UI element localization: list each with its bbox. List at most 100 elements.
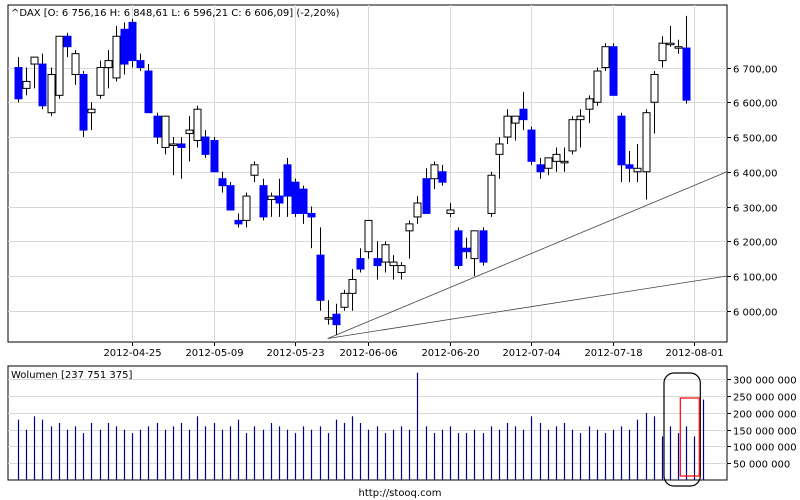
candle-body-up xyxy=(470,230,479,260)
candle-body-down xyxy=(462,247,471,253)
candle xyxy=(454,227,463,270)
candle-body-up xyxy=(267,195,276,201)
candle xyxy=(218,171,227,193)
date-tick-label: 2012-07-18 xyxy=(584,348,642,359)
candle xyxy=(666,25,675,47)
candle xyxy=(430,161,439,190)
candle xyxy=(519,91,528,131)
candle xyxy=(601,43,610,72)
candle-body-up xyxy=(193,108,202,141)
candle-body-up xyxy=(487,174,496,214)
candle xyxy=(633,143,642,183)
candle xyxy=(267,192,276,217)
candle xyxy=(38,53,47,110)
candle xyxy=(389,255,398,280)
volume-chart-title: Wolumen [237 751 375] xyxy=(11,370,132,381)
volume-tick-label: 50 000 000 xyxy=(733,460,790,471)
candle-body-down xyxy=(609,46,618,96)
candle xyxy=(511,115,520,141)
candle xyxy=(340,289,349,311)
volume-tick-label: 300 000 000 xyxy=(733,376,797,387)
candle-body-up xyxy=(47,73,56,114)
candle-body-down xyxy=(201,136,210,155)
candle xyxy=(30,56,39,89)
candle-body-down xyxy=(454,230,463,267)
candle-body-up xyxy=(576,115,585,121)
candle-body-down xyxy=(234,219,243,225)
candle xyxy=(177,137,186,179)
price-tick-label: 6 700,00 xyxy=(733,65,778,76)
candle xyxy=(348,269,357,311)
candle-body-up xyxy=(185,129,194,135)
candle xyxy=(527,126,536,165)
candle-body-down xyxy=(210,139,219,173)
price-tick-label: 6 200,00 xyxy=(733,238,778,249)
candle xyxy=(96,60,105,99)
candle-body-down xyxy=(275,195,284,204)
candle xyxy=(185,116,194,162)
candle xyxy=(609,43,618,96)
price-tick-label: 6 000,00 xyxy=(733,308,778,319)
candle-body-up xyxy=(568,119,577,152)
candle xyxy=(153,112,162,144)
candle-body-down xyxy=(136,60,145,69)
candle-body-down xyxy=(79,73,88,131)
candle-body-up xyxy=(666,42,675,46)
candle xyxy=(193,105,202,148)
price-panel: 6 000,00 6 100,00 6 200,00 6 300,00 6 400,00… xyxy=(7,4,778,359)
candle xyxy=(71,50,80,85)
candle-body-down xyxy=(38,63,47,107)
date-tick-label: 2012-04-25 xyxy=(103,348,161,359)
candle-body-up xyxy=(169,143,178,146)
candle xyxy=(479,227,488,266)
candle xyxy=(226,182,235,211)
candle-body-up xyxy=(389,261,398,267)
candle xyxy=(324,300,333,325)
candle xyxy=(259,178,268,221)
candle-body-up xyxy=(364,219,373,253)
candle-body-up xyxy=(242,195,251,221)
candle-body-down xyxy=(307,212,316,218)
candle-body-up xyxy=(446,209,455,214)
candle xyxy=(356,248,365,273)
candle xyxy=(642,109,651,200)
candle xyxy=(332,303,341,336)
date-tick-label: 2012-07-04 xyxy=(502,348,560,359)
candle-body-down xyxy=(283,164,292,197)
candle xyxy=(413,196,422,224)
candle-body-up xyxy=(340,292,349,308)
candle xyxy=(462,237,471,259)
candle-body-up xyxy=(348,278,357,294)
candle xyxy=(617,112,626,183)
candle xyxy=(144,64,153,114)
candle-body-down xyxy=(128,21,137,62)
candle-body-up xyxy=(104,60,113,69)
candle-body-up xyxy=(650,73,659,103)
candle-body-up xyxy=(112,35,121,79)
volume-tick-label: 100 000 000 xyxy=(733,443,797,454)
candle-body-down xyxy=(356,258,365,270)
candle-body-up xyxy=(250,164,259,176)
candle xyxy=(470,230,479,276)
candle-body-up xyxy=(30,56,39,65)
candle xyxy=(503,109,512,144)
candle xyxy=(283,157,292,217)
candle-body-down xyxy=(332,313,341,326)
footer-url[interactable]: http://stooq.com xyxy=(359,488,442,499)
price-tick-label: 6 100,00 xyxy=(733,273,778,284)
candle-body-down xyxy=(259,185,268,218)
candle-body-down xyxy=(291,181,300,214)
candle-body-up xyxy=(22,80,31,89)
candle-body-up xyxy=(405,223,414,232)
candle-body-down xyxy=(316,254,325,301)
candle xyxy=(364,219,373,259)
candle-body-up xyxy=(658,42,667,62)
candle xyxy=(397,262,406,280)
black-highlight-box xyxy=(663,372,701,487)
candle-body-up xyxy=(674,46,683,49)
candle xyxy=(593,67,602,106)
date-tick-label: 2012-08-01 xyxy=(665,348,723,359)
candle xyxy=(650,71,659,134)
candle-body-up xyxy=(324,317,333,320)
